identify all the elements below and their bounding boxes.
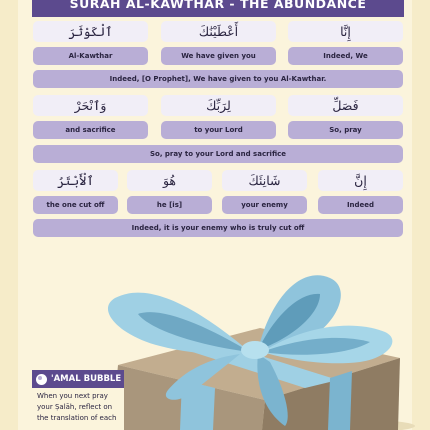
verse2-word-translation-2: to your Lord: [161, 121, 276, 139]
verse1-word-translation-2: We have given you: [161, 47, 276, 65]
verse3-arabic-word-2: شَانِئَكَ: [222, 170, 307, 191]
verse2-word-translation-3: and sacrifice: [33, 121, 148, 139]
verse3-word-translation-3: he [is]: [127, 196, 212, 214]
verse1-word-translation-1: Indeed, We: [288, 47, 403, 65]
gift-box-illustration: [95, 275, 415, 430]
page-margin-left: [0, 0, 18, 430]
verse3-translation: Indeed, it is your enemy who is truly cu…: [33, 219, 403, 237]
amal-bubble-text: When you next pray your Ṣalāh, reflect o…: [32, 388, 124, 424]
verse3-arabic-word-4: ٱلْأَبْتَرُ: [33, 170, 118, 191]
verse3-word-translation-2: your enemy: [222, 196, 307, 214]
verse2-translation: So, pray to your Lord and sacrifice: [33, 145, 403, 163]
verse3-arabic-word-3: هُوَ: [127, 170, 212, 191]
page-title: SURAH AL-KAWTHAR - THE ABUNDANCE: [32, 0, 404, 17]
amal-bubble-line: When you next pray: [37, 392, 108, 400]
amal-bubble-line: the translation of each: [37, 414, 117, 422]
verse2-arabic-word-2: لِرَبِّكَ: [161, 95, 276, 116]
verse2-arabic-word-1: فَصَلِّ: [288, 95, 403, 116]
verse3-word-translation-4: the one cut off: [33, 196, 118, 214]
verse1-translation: Indeed, [O Prophet], We have given to yo…: [33, 70, 403, 88]
verse1-arabic-word-2: أَعْطَيْنَٰكَ: [161, 21, 276, 42]
amal-bubble-title: 'AMAL BUBBLE: [51, 374, 122, 384]
verse3-word-translation-1: Indeed: [318, 196, 403, 214]
verse3-arabic-word-1: إِنَّ: [318, 170, 403, 191]
verse1-word-translation-3: Al-Kawthar: [33, 47, 148, 65]
amal-bubble-header: 'AMAL BUBBLE: [32, 370, 124, 388]
amal-bubble-line: your Ṣalāh, reflect on: [37, 403, 113, 411]
amal-bubble: 'AMAL BUBBLE When you next pray your Ṣal…: [32, 370, 124, 430]
verse2-word-translation-1: So, pray: [288, 121, 403, 139]
verse1-arabic-word-1: إِنَّا: [288, 21, 403, 42]
bubble-icon: [36, 373, 47, 385]
verse1-arabic-word-3: ٱلْكَوْثَرَ: [33, 21, 148, 42]
verse2-arabic-word-3: وَٱنْحَرْ: [33, 95, 148, 116]
page-margin-right: [412, 0, 430, 430]
